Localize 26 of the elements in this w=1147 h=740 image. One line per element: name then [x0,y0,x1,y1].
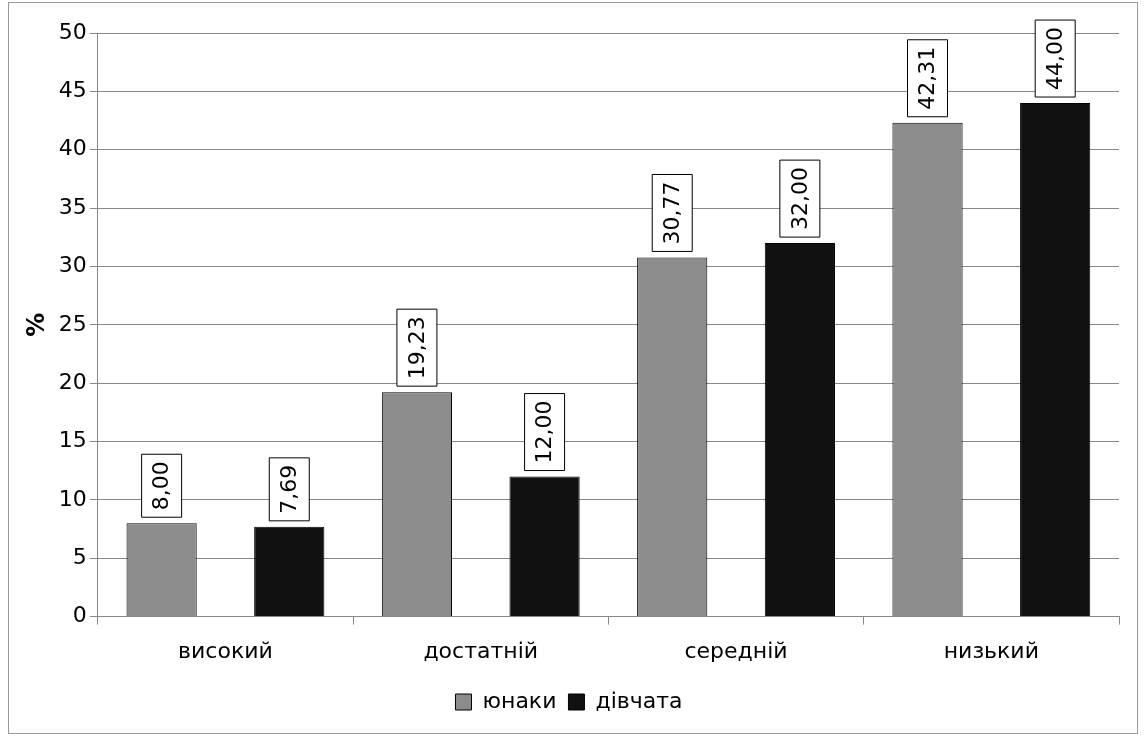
y-tick-label: 30 [58,252,87,278]
y-tick-label: 45 [58,77,87,103]
data-label: 12,00 [531,400,557,464]
y-tick-label: 25 [58,310,87,336]
data-label: 44,00 [1041,27,1067,91]
y-tick-label: 50 [58,18,87,44]
data-label: 19,23 [403,316,429,380]
y-tick-label: 0 [72,602,87,628]
legend-label: дівчата [595,687,683,713]
data-label: 30,77 [658,181,684,245]
y-tick-label: 10 [58,485,87,511]
y-tick-label: 15 [58,427,87,453]
x-tick-label: середній [684,637,788,663]
data-label: 42,31 [914,46,940,110]
y-tick-label: 20 [58,368,87,394]
x-tick-label: достатній [423,637,539,663]
x-tick-label: високий [178,637,273,663]
y-tick-label: 40 [58,135,87,161]
y-tick-label: 35 [58,193,87,219]
legend-label: юнаки [482,687,557,713]
data-label: 7,69 [275,464,301,514]
y-tick-label: 5 [72,543,87,569]
y-axis-title: % [21,312,50,337]
data-label: 8,00 [148,461,174,511]
x-tick-label: низький [943,637,1039,663]
data-label: 32,00 [786,167,812,231]
